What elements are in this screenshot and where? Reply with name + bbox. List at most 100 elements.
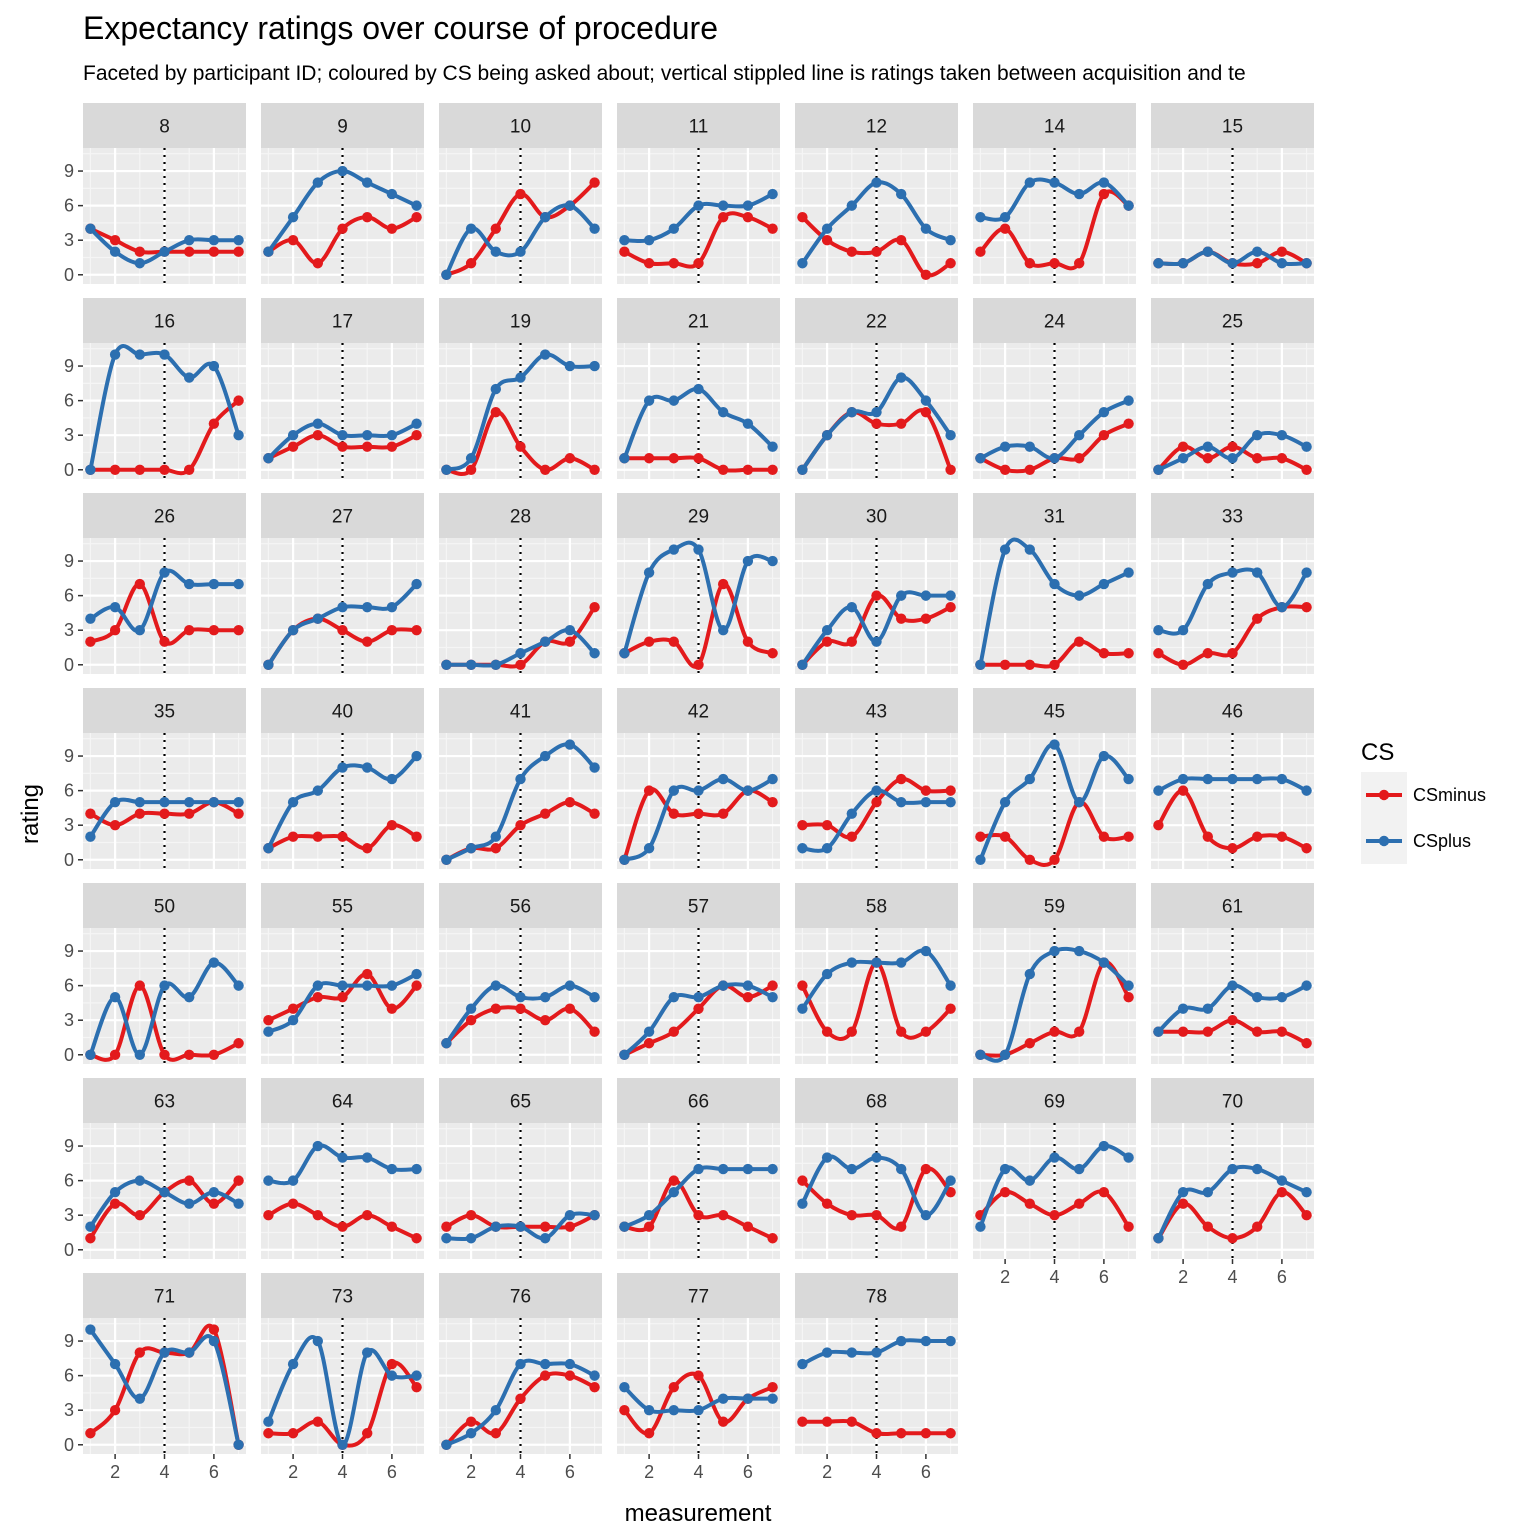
series-line: [622, 540, 775, 656]
facet-panel-71: 71: [83, 1273, 246, 1454]
x-tick-label: 4: [515, 1462, 525, 1482]
series-csminus: [619, 578, 778, 670]
series-line: [978, 398, 1131, 461]
facet-strip: [261, 1273, 424, 1318]
series-csplus: [263, 1335, 422, 1450]
facet-label: 12: [866, 117, 887, 138]
facet-strip: [1151, 1078, 1314, 1123]
series-line: [1156, 1164, 1309, 1241]
x-tick-label: 2: [822, 1462, 832, 1482]
y-tick-label: 9: [64, 1136, 74, 1156]
facet-strip: [795, 688, 958, 733]
series-csplus: [85, 344, 244, 475]
x-tick-label: 6: [1099, 1267, 1109, 1287]
facet-panel-57: 57: [617, 883, 780, 1064]
y-tick-label: 0: [64, 655, 74, 675]
series-csplus: [619, 188, 778, 246]
facet-label: 59: [1044, 897, 1065, 918]
facet-label: 41: [510, 702, 531, 723]
series-line: [622, 777, 775, 862]
facet-panel-50: 50: [83, 883, 246, 1064]
facet-strip: [617, 298, 780, 343]
legend-key-point: [1378, 789, 1390, 801]
facet-strip: [795, 883, 958, 928]
series-line: [88, 344, 241, 472]
x-tick-label: 2: [1000, 1267, 1010, 1287]
facet-label: 71: [154, 1287, 175, 1308]
series-line: [444, 742, 597, 862]
legend-entry-csplus: CSplus: [1361, 818, 1471, 864]
series-csplus: [1153, 567, 1312, 636]
facet-panel-64: 64: [261, 1078, 424, 1259]
facet-label: 29: [688, 507, 709, 528]
facet-panel-41: 41: [439, 688, 602, 869]
facet-panel-70: 70: [1151, 1078, 1314, 1259]
y-tick-label: 3: [64, 425, 74, 445]
facet-strip: [973, 103, 1136, 148]
facet-panel-69: 69: [973, 1078, 1136, 1259]
facet-label: 31: [1044, 507, 1065, 528]
y-tick-label: 3: [64, 1205, 74, 1225]
facet-label: 69: [1044, 1092, 1065, 1113]
facet-strip: [795, 298, 958, 343]
facet-label: 58: [866, 897, 887, 918]
series-csplus: [441, 200, 600, 280]
series-csplus: [263, 578, 422, 670]
facet-panel-21: 21: [617, 298, 780, 479]
facet-panel-31: 31: [973, 493, 1136, 674]
series-csplus: [797, 945, 956, 1014]
facet-strip: [795, 493, 958, 538]
facet-label: 35: [154, 702, 175, 723]
facet-label: 56: [510, 897, 531, 918]
series-line: [88, 983, 241, 1062]
series-csminus: [85, 578, 244, 647]
facet-strip: [617, 493, 780, 538]
facet-panel-76: 76: [439, 1273, 602, 1454]
facet-label: 16: [154, 312, 175, 333]
series-csplus: [797, 590, 956, 670]
facet-panel-8: 8: [83, 103, 246, 284]
series-line: [266, 754, 419, 851]
series-csplus: [441, 1358, 600, 1450]
series-csplus: [797, 372, 956, 475]
series-csminus: [797, 211, 956, 280]
series-csplus: [1153, 980, 1312, 1037]
series-line: [622, 211, 775, 269]
legend: CS CSminus CSplus: [1361, 739, 1486, 864]
facet-label: 22: [866, 312, 887, 333]
facet-label: 30: [866, 507, 887, 528]
series-line: [1156, 776, 1309, 793]
series-csplus: [85, 957, 244, 1060]
series-line: [1156, 249, 1309, 267]
series-line: [444, 1371, 597, 1447]
series-csplus: [85, 223, 244, 269]
facet-strip: [83, 298, 246, 343]
x-tick-label: 6: [565, 1462, 575, 1482]
facet-label: 25: [1222, 312, 1243, 333]
series-csminus: [797, 773, 956, 842]
series-line: [88, 582, 241, 646]
x-tick-label: 6: [209, 1462, 219, 1482]
series-csplus: [441, 349, 600, 475]
facet-label: 11: [689, 117, 709, 138]
facet-panel-30: 30: [795, 493, 958, 674]
series-line: [88, 398, 241, 476]
facet-strip: [261, 103, 424, 148]
series-line: [978, 177, 1131, 222]
y-tick-label: 9: [64, 551, 74, 571]
facet-strip: [795, 1078, 958, 1123]
facet-strip: [261, 883, 424, 928]
series-line: [978, 639, 1131, 669]
facet-strip: [795, 103, 958, 148]
facet-label: 21: [688, 312, 709, 333]
series-csminus: [1153, 785, 1312, 854]
facet-label: 15: [1222, 117, 1243, 138]
y-tick-label: 6: [64, 391, 74, 411]
series-line: [622, 1385, 775, 1414]
facet-strip: [439, 298, 602, 343]
series-line: [622, 386, 775, 461]
facet-strip: [973, 1078, 1136, 1123]
facet-strip: [1151, 688, 1314, 733]
series-csplus: [263, 750, 422, 854]
facet-label: 43: [866, 702, 887, 723]
